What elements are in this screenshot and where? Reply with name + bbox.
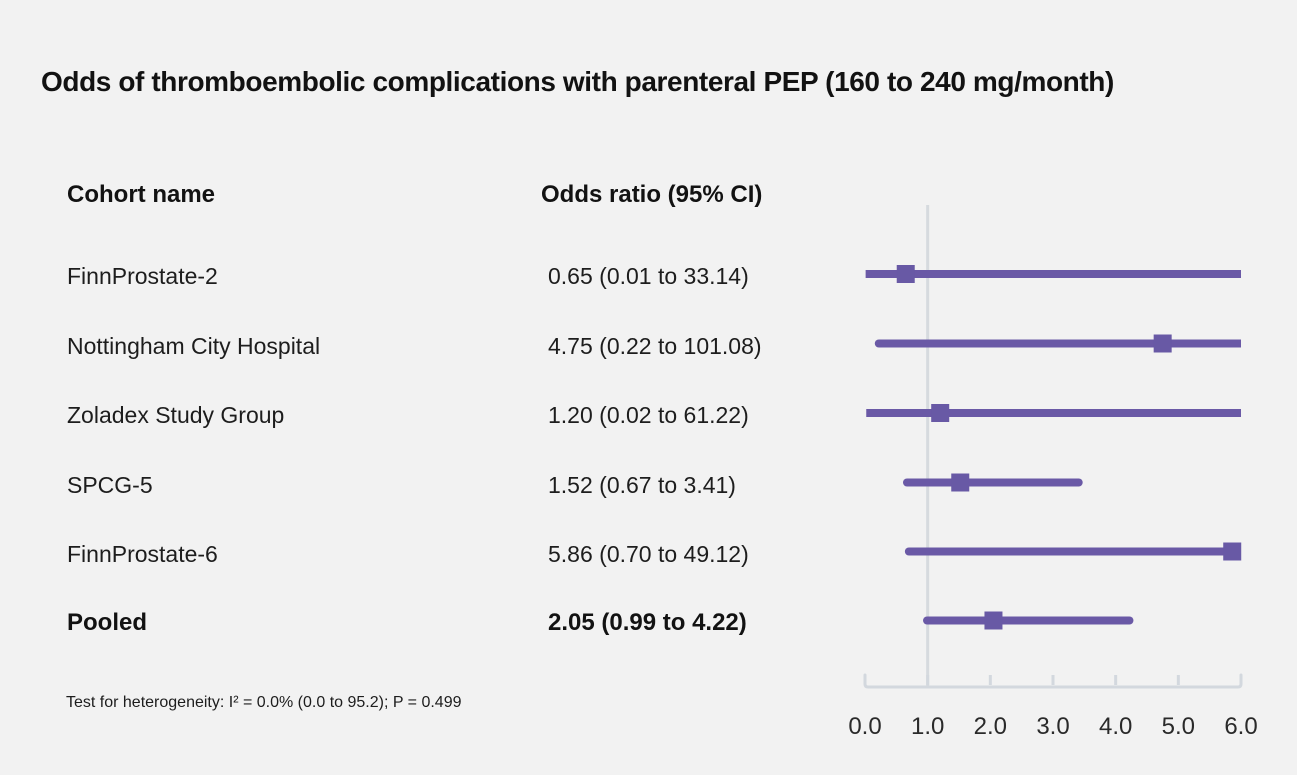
cohort-name: FinnProstate-2 <box>67 263 218 289</box>
axis-tick-label: 4.0 <box>1099 713 1132 740</box>
ci-cap-left <box>904 547 913 556</box>
or-marker <box>1153 334 1172 353</box>
ci-cap-right <box>1125 616 1134 625</box>
odds-ratio-value: 1.20 (0.02 to 61.22) <box>548 402 749 428</box>
or-marker <box>931 404 950 422</box>
or-marker <box>951 473 970 492</box>
or-marker <box>984 611 1003 630</box>
or-marker <box>1223 542 1242 561</box>
odds-ratio-value: 0.65 (0.01 to 33.14) <box>548 263 749 289</box>
odds-ratio-value: 4.75 (0.22 to 101.08) <box>548 332 762 359</box>
odds-ratio-value: 5.86 (0.70 to 49.12) <box>548 540 749 567</box>
chart-title: Odds of thromboembolic complications wit… <box>41 66 1114 97</box>
axis-tick-label: 3.0 <box>1036 713 1069 740</box>
cohort-name: Pooled <box>67 608 148 636</box>
axis-tick-label: 1.0 <box>911 713 944 740</box>
axis-tick-label: 6.0 <box>1224 713 1257 740</box>
column-header-cohort-name: Cohort name <box>67 181 216 208</box>
axis-tick-label: 0.0 <box>848 713 881 740</box>
ci-cap-left <box>923 616 932 625</box>
cohort-name: SPCG-5 <box>67 471 153 498</box>
axis-tick-label: 5.0 <box>1162 713 1195 740</box>
ci-cap-left <box>874 339 883 348</box>
or-marker <box>896 265 915 283</box>
ci-cap-right <box>1074 478 1083 487</box>
ci-cap-left <box>902 478 911 487</box>
axis-tick-label: 2.0 <box>974 713 1007 740</box>
x-axis <box>863 673 1243 689</box>
heterogeneity-footnote: Test for heterogeneity: I² = 0.0% (0.0 t… <box>66 694 462 711</box>
odds-ratio-value: 1.52 (0.67 to 3.41) <box>548 471 736 498</box>
cohort-name: Nottingham City Hospital <box>67 332 321 359</box>
odds-ratio-value: 2.05 (0.99 to 4.22) <box>548 608 747 636</box>
cohort-name: FinnProstate-6 <box>67 540 218 567</box>
column-header-odds-ratio: Odds ratio (95% CI) <box>541 181 763 208</box>
cohort-name: Zoladex Study Group <box>67 402 285 428</box>
